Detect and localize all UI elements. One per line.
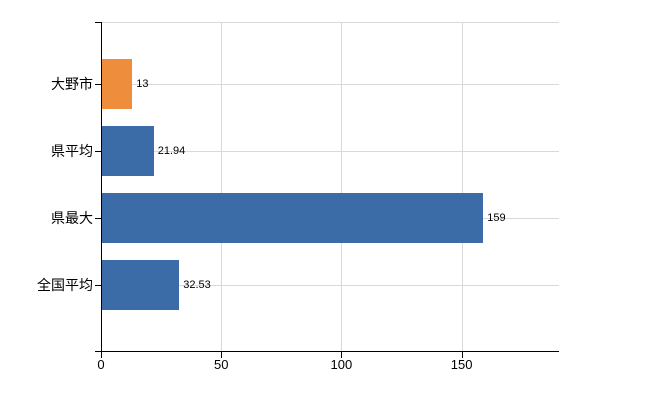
bar-0 (101, 58, 133, 109)
value-label-3: 32.53 (183, 278, 211, 291)
bar-2 (101, 192, 484, 243)
y-axis-tick-0 (95, 83, 101, 85)
x-axis-tick-150 (461, 352, 463, 358)
row-gridline-3 (101, 284, 559, 286)
value-label-0: 13 (136, 77, 149, 90)
x-axis-tick-0 (101, 352, 102, 358)
x-gridline-150 (461, 22, 463, 352)
value-label-2: 159 (487, 211, 506, 224)
y-axis-tick-2 (95, 217, 101, 219)
x-tick-label-100: 100 (330, 357, 353, 372)
value-label-1: 21.94 (157, 144, 186, 157)
row-gridline-1 (101, 150, 559, 152)
category-label-3: 全国平均 (37, 276, 93, 293)
y-axis-line (101, 22, 102, 352)
x-axis-tick-50 (221, 352, 223, 358)
y-axis-tick-bottom (95, 351, 101, 352)
row-gridline-0 (101, 83, 559, 85)
x-axis-tick-100 (341, 352, 343, 358)
y-axis-tick-3 (95, 284, 101, 286)
category-label-2: 県最大 (51, 209, 93, 226)
category-label-0: 大野市 (51, 75, 93, 92)
x-gridline-50 (221, 22, 223, 352)
x-gridline-100 (341, 22, 343, 352)
y-axis-tick-top (95, 22, 101, 23)
x-tick-label-150: 150 (450, 357, 473, 372)
x-tick-label-50: 50 (213, 357, 229, 372)
x-tick-label-0: 0 (97, 357, 105, 372)
plot-top-gridline (101, 22, 559, 23)
category-label-1: 県平均 (51, 142, 93, 159)
plot-area: 13 21.94 159 32.53 (95, 22, 559, 358)
bar-1 (101, 125, 154, 176)
y-axis-tick-1 (95, 150, 101, 152)
bar-3 (101, 259, 180, 310)
x-axis-line (101, 351, 559, 352)
